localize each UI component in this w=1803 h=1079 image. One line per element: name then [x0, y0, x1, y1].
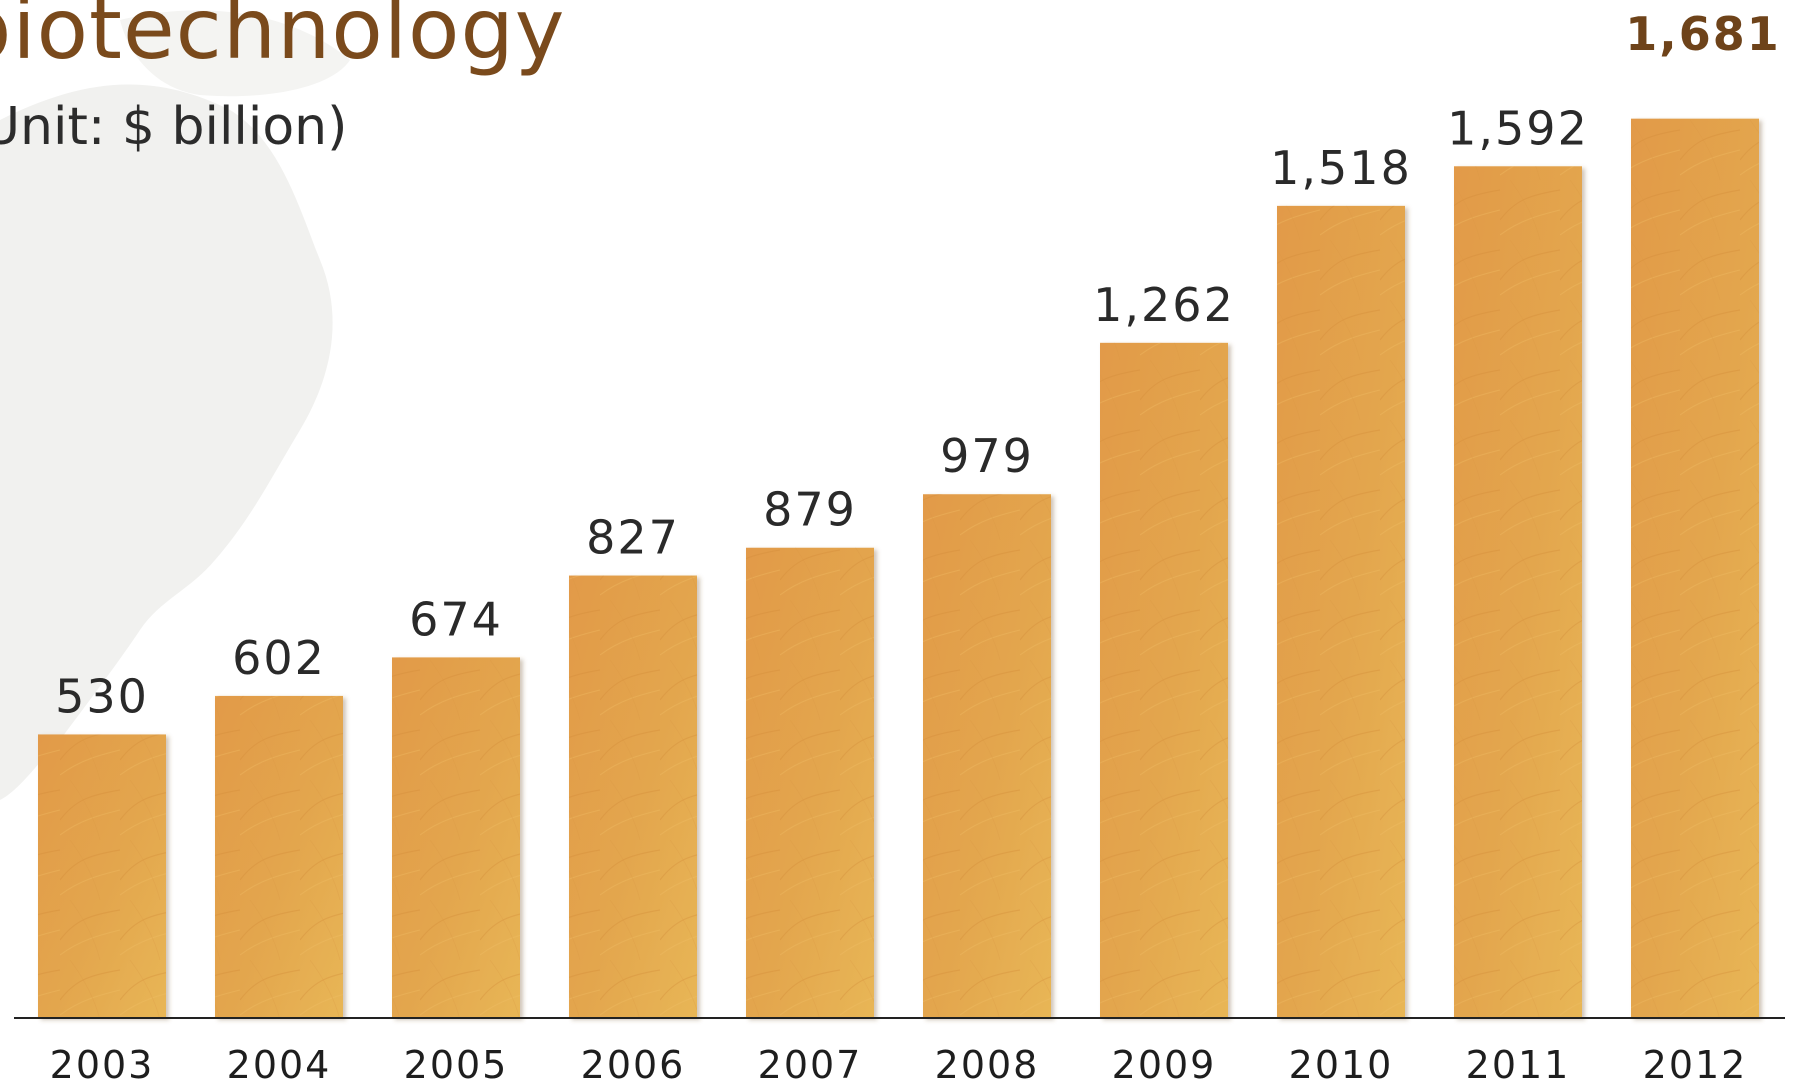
x-tick-label-2006: 2006 — [581, 1043, 686, 1079]
chart-title: biotechnology — [0, 0, 566, 78]
chart-subtitle: Unit: $ billion) — [0, 97, 348, 157]
x-tick-label-2009: 2009 — [1112, 1043, 1217, 1079]
bar-value-label-2004: 602 — [232, 631, 326, 685]
x-tick-label-2008: 2008 — [935, 1043, 1040, 1079]
x-tick-label-2012: 2012 — [1643, 1043, 1748, 1079]
x-tick-label-2003: 2003 — [50, 1043, 155, 1079]
bar-texture-2006 — [569, 575, 697, 1018]
bar-texture-2003 — [38, 734, 166, 1018]
bar-value-label-2010: 1,518 — [1270, 141, 1412, 195]
bar-texture-2004 — [215, 695, 343, 1018]
x-tick-label-2004: 2004 — [227, 1043, 332, 1079]
bar-value-label-2005: 674 — [409, 592, 503, 646]
bar-value-label-2011: 1,592 — [1447, 101, 1589, 155]
bar-texture-2005 — [392, 657, 520, 1018]
x-tick-label-2005: 2005 — [404, 1043, 509, 1079]
x-tick-label-2010: 2010 — [1289, 1043, 1394, 1079]
bar-value-label-2012: 1,681 — [1625, 7, 1781, 61]
bar-value-label-2003: 530 — [55, 669, 149, 723]
bar-value-label-2007: 879 — [763, 483, 857, 537]
bar-texture-2012 — [1631, 118, 1759, 1019]
bar-value-label-2008: 979 — [940, 429, 1034, 483]
bar-texture-2008 — [923, 494, 1051, 1018]
x-tick-label-2007: 2007 — [758, 1043, 863, 1079]
x-tick-label-2011: 2011 — [1466, 1043, 1571, 1079]
bar-value-label-2009: 1,262 — [1093, 278, 1235, 332]
bar-texture-2009 — [1100, 342, 1228, 1019]
bar-texture-2010 — [1277, 205, 1405, 1018]
bar-texture-2007 — [746, 547, 874, 1018]
bar-value-label-2006: 827 — [586, 511, 680, 565]
bar-texture-2011 — [1454, 166, 1582, 1018]
